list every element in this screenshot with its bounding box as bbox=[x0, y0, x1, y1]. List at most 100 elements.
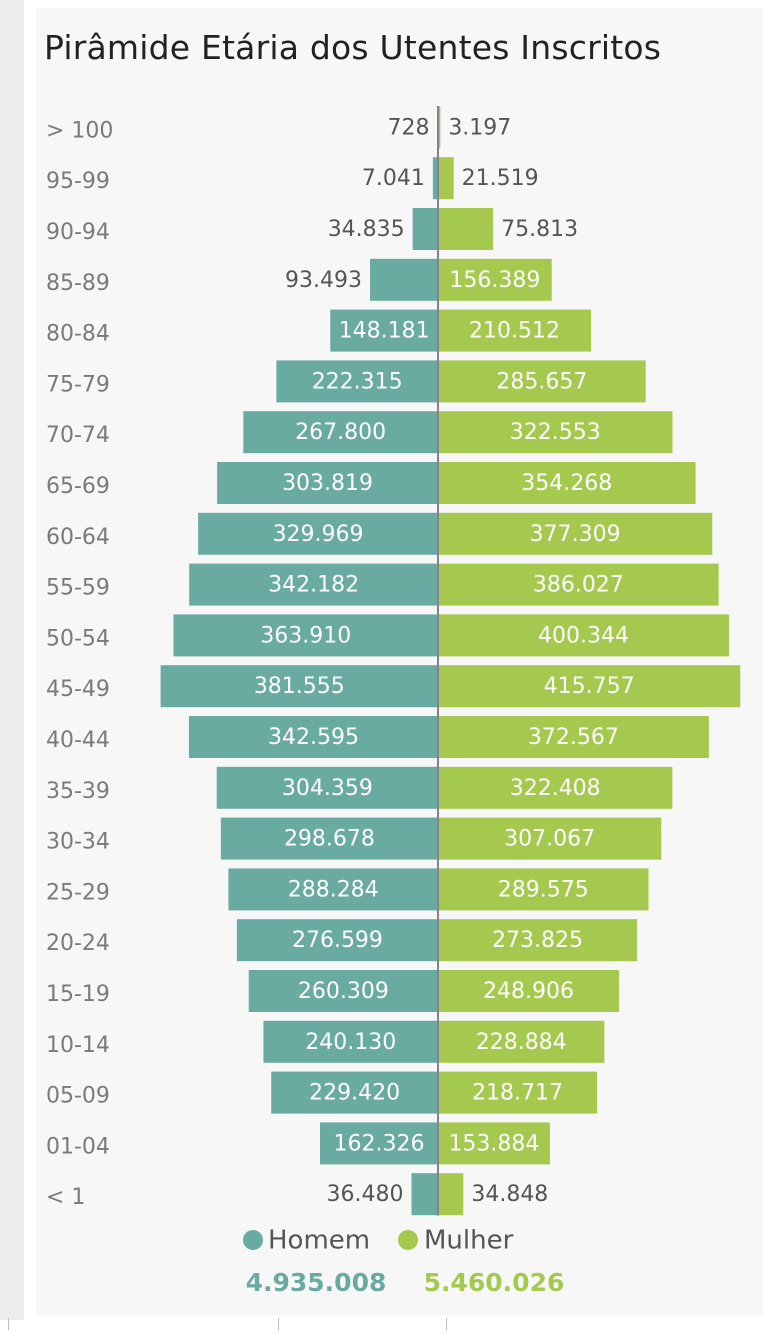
category-label: 10-14 bbox=[46, 1033, 110, 1058]
female-bar[interactable] bbox=[438, 1173, 464, 1216]
category-label: 15-19 bbox=[46, 982, 110, 1007]
category-label: 35-39 bbox=[46, 779, 110, 804]
male-bar[interactable] bbox=[216, 766, 438, 809]
male-value-label: 93.493 bbox=[285, 268, 362, 293]
male-bar[interactable] bbox=[220, 817, 438, 860]
chart-title: Pirâmide Etária dos Utentes Inscritos bbox=[44, 28, 662, 67]
male-bar[interactable] bbox=[189, 563, 438, 606]
female-value-label: 372.567 bbox=[528, 725, 619, 750]
bottom-tick bbox=[446, 1318, 447, 1330]
category-label: 85-89 bbox=[46, 271, 110, 296]
male-value-label: 267.800 bbox=[295, 420, 386, 445]
male-value-label: 7.041 bbox=[362, 166, 425, 191]
female-bar[interactable] bbox=[438, 258, 552, 301]
category-label: 20-24 bbox=[46, 931, 110, 956]
total-mulher: 5.460.026 bbox=[424, 1268, 565, 1297]
male-bar[interactable] bbox=[412, 208, 438, 250]
male-value-label: 298.678 bbox=[284, 827, 375, 852]
male-value-label: 288.284 bbox=[288, 877, 379, 902]
male-bar[interactable] bbox=[319, 1122, 438, 1165]
female-value-label: 354.268 bbox=[521, 471, 612, 496]
female-bar[interactable] bbox=[438, 868, 649, 911]
category-label: 75-79 bbox=[46, 372, 110, 397]
female-value-label: 3.197 bbox=[448, 115, 511, 140]
female-value-label: 289.575 bbox=[498, 877, 589, 902]
male-bar[interactable] bbox=[198, 512, 438, 555]
category-label: 60-64 bbox=[46, 525, 110, 550]
female-value-label: 228.884 bbox=[476, 1030, 567, 1055]
female-bar[interactable] bbox=[438, 462, 696, 504]
male-bar[interactable] bbox=[160, 665, 439, 708]
male-bar[interactable] bbox=[276, 360, 438, 403]
male-value-label: 229.420 bbox=[309, 1081, 400, 1106]
female-bar[interactable] bbox=[438, 1122, 550, 1165]
category-label: 25-29 bbox=[46, 880, 110, 905]
male-bar[interactable] bbox=[188, 716, 438, 758]
category-label: 30-34 bbox=[46, 830, 110, 855]
female-bar[interactable] bbox=[438, 157, 454, 200]
female-value-label: 153.884 bbox=[448, 1131, 539, 1156]
female-value-label: 377.309 bbox=[530, 522, 621, 547]
legend-label-mulher: Mulher bbox=[424, 1226, 514, 1256]
male-bar[interactable] bbox=[330, 309, 438, 352]
female-bar[interactable] bbox=[438, 970, 619, 1012]
female-value-label: 273.825 bbox=[492, 928, 583, 953]
male-value-label: 162.326 bbox=[334, 1131, 425, 1156]
female-value-label: 322.553 bbox=[510, 420, 601, 445]
left-edge-strip bbox=[0, 0, 24, 1320]
male-bar[interactable] bbox=[217, 462, 438, 504]
bottom-tick bbox=[278, 1318, 279, 1330]
male-bar[interactable] bbox=[271, 1071, 438, 1114]
female-bar[interactable] bbox=[438, 208, 494, 250]
category-label: 05-09 bbox=[46, 1084, 110, 1109]
category-label: 55-59 bbox=[46, 576, 110, 601]
female-value-label: 322.408 bbox=[510, 776, 601, 801]
bottom-tick bbox=[8, 1318, 9, 1330]
female-bar[interactable] bbox=[438, 360, 646, 403]
female-bar[interactable] bbox=[438, 512, 713, 555]
category-label: 01-04 bbox=[46, 1134, 110, 1159]
category-label: 45-49 bbox=[46, 677, 110, 702]
female-bar[interactable] bbox=[438, 1071, 598, 1114]
female-bar[interactable] bbox=[438, 563, 719, 606]
female-value-label: 210.512 bbox=[469, 319, 560, 344]
female-bar[interactable] bbox=[438, 411, 673, 454]
category-label: 70-74 bbox=[46, 423, 110, 448]
male-bar[interactable] bbox=[263, 1020, 438, 1063]
category-label: 65-69 bbox=[46, 474, 110, 499]
male-value-label: 34.835 bbox=[328, 217, 405, 242]
female-bar[interactable] bbox=[438, 309, 592, 352]
female-value-label: 415.757 bbox=[544, 674, 635, 699]
female-value-label: 34.848 bbox=[471, 1182, 548, 1207]
legend-marker-mulher bbox=[398, 1230, 418, 1250]
male-bar[interactable] bbox=[411, 1173, 438, 1216]
female-bar[interactable] bbox=[438, 716, 709, 758]
male-value-label: 276.599 bbox=[292, 928, 383, 953]
male-value-label: 304.359 bbox=[282, 776, 373, 801]
female-bar[interactable] bbox=[438, 817, 662, 860]
female-value-label: 75.813 bbox=[501, 217, 578, 242]
female-bar[interactable] bbox=[438, 614, 730, 657]
male-bar[interactable] bbox=[370, 258, 438, 301]
legend-marker-homem bbox=[243, 1230, 263, 1250]
male-bar[interactable] bbox=[248, 970, 438, 1012]
category-label: > 100 bbox=[46, 118, 113, 143]
male-value-label: 728 bbox=[387, 115, 429, 140]
male-bar[interactable] bbox=[173, 614, 438, 657]
female-bar[interactable] bbox=[438, 106, 441, 149]
female-bar[interactable] bbox=[438, 665, 741, 708]
male-bar[interactable] bbox=[236, 919, 438, 962]
category-label: < 1 bbox=[46, 1185, 85, 1210]
female-bar[interactable] bbox=[438, 766, 673, 809]
male-bar[interactable] bbox=[243, 411, 438, 454]
male-bar[interactable] bbox=[228, 868, 438, 911]
female-bar[interactable] bbox=[438, 919, 638, 962]
female-value-label: 248.906 bbox=[483, 979, 574, 1004]
male-value-label: 303.819 bbox=[282, 471, 373, 496]
male-value-label: 260.309 bbox=[298, 979, 389, 1004]
male-value-label: 363.910 bbox=[260, 623, 351, 648]
male-bar[interactable] bbox=[432, 157, 438, 200]
male-value-label: 36.480 bbox=[326, 1182, 403, 1207]
female-bar[interactable] bbox=[438, 1020, 605, 1063]
